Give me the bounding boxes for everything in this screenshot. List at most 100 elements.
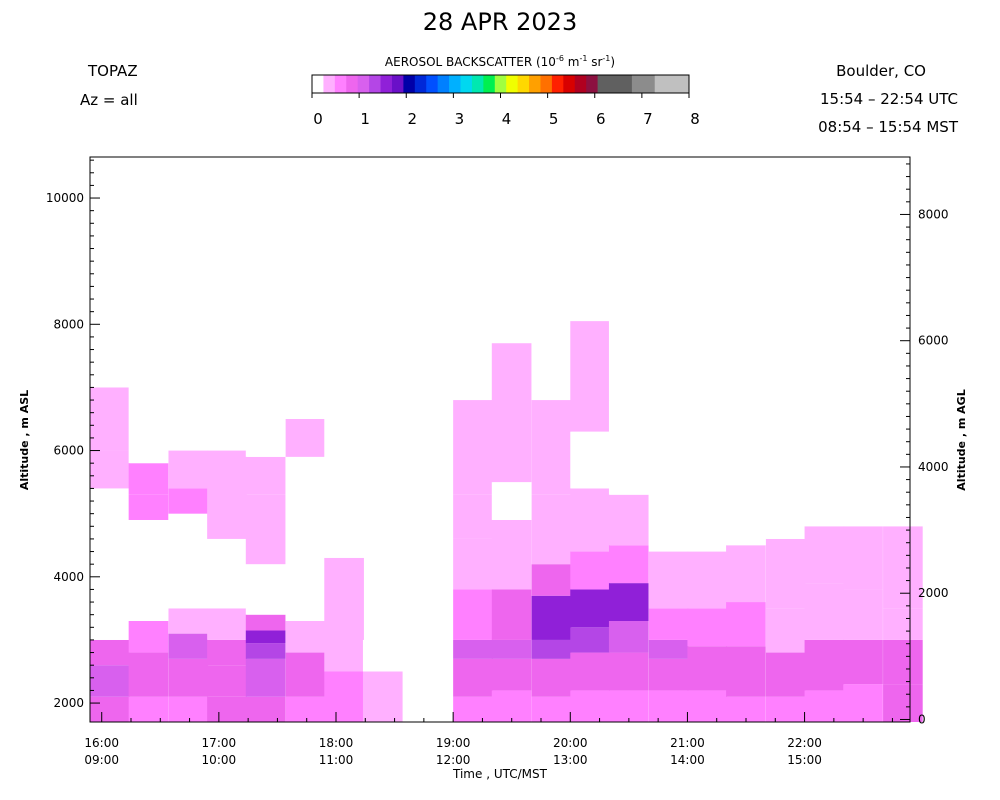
heatmap-cell [883, 608, 923, 640]
heatmap-cell [324, 620, 364, 672]
colorbar-swatch [574, 75, 587, 93]
colorbar-swatch [517, 75, 530, 93]
colorbar-swatch [403, 75, 416, 93]
colorbar-swatch [494, 75, 507, 93]
heatmap-cell [726, 545, 766, 603]
colorbar-swatch [620, 75, 633, 93]
colorbar-swatch [609, 75, 621, 93]
heatmap-cell [168, 696, 209, 722]
chart-title: 28 APR 2023 [422, 8, 578, 36]
heatmap-cell [207, 450, 247, 539]
colorbar-tick-label: 6 [596, 110, 606, 128]
heatmap-cell [765, 469, 806, 539]
heatmap-cell [90, 450, 130, 489]
heatmap-cell [608, 583, 649, 621]
heatmap-cell [883, 639, 923, 685]
heatmap-cell [648, 690, 689, 722]
heatmap-cell [128, 696, 169, 722]
heatmap-cell [726, 400, 766, 495]
colorbar: 0 1 2 3 4 5 6 7 8 [311, 74, 700, 128]
heatmap-cell [245, 630, 286, 644]
heatmap-cell [453, 696, 493, 722]
heatmap-cell [324, 349, 364, 394]
heatmap-cell [687, 349, 728, 438]
heatmap-cell [453, 589, 493, 640]
heatmap-cell [765, 696, 806, 722]
heatmap-cell [531, 333, 572, 401]
heatmap-cell [453, 658, 493, 697]
heatmap-cell [843, 526, 883, 590]
heatmap-cell [687, 551, 728, 609]
heatmap-cell [570, 551, 610, 590]
utc-time-range: 15:54 – 22:54 UTC [820, 90, 958, 108]
colorbar-swatch [540, 75, 553, 93]
heatmap-cell [207, 665, 247, 697]
heatmap-cell [168, 488, 209, 514]
heatmap-cell [245, 564, 286, 615]
y-axis-right-title: Altitude , m AGL [955, 389, 968, 490]
heatmap-cell [531, 494, 572, 565]
plot-frame [89, 156, 911, 723]
heatmap-cell [453, 400, 493, 495]
azimuth-label: Az = all [80, 91, 138, 109]
heatmap-cell [648, 482, 689, 552]
site-label: TOPAZ [88, 62, 138, 80]
colorbar-swatch [483, 75, 496, 93]
heatmap-cell [804, 406, 845, 527]
heatmap-cell [168, 307, 209, 451]
heatmap-cell [687, 646, 728, 691]
heatmap-cell [726, 273, 766, 401]
x-tick-label-mst: 11:00 [319, 753, 354, 767]
colorbar-swatch [449, 75, 462, 93]
heatmap-cell [883, 222, 923, 337]
heatmap-cell [726, 494, 766, 546]
heatmap-cell [285, 620, 326, 653]
colorbar-title: AEROSOL BACKSCATTER (10-6 m-1 sr-1) [384, 54, 616, 69]
heatmap-cell [362, 639, 403, 672]
heatmap-cell [804, 230, 845, 306]
heatmap-cell [245, 456, 286, 495]
x-tick-label-utc: 20:00 [553, 736, 588, 750]
location-label: Boulder, CO [836, 62, 926, 80]
heatmap-cell [168, 513, 209, 609]
heatmap-area [90, 222, 923, 722]
x-tick-label-utc: 22:00 [787, 736, 822, 750]
colorbar-swatch [631, 75, 644, 93]
heatmap-cell [608, 652, 649, 691]
heatmap-cell [128, 463, 169, 495]
heatmap-cell [128, 494, 169, 520]
colorbar-swatch [357, 75, 370, 93]
heatmap-cell [453, 639, 493, 659]
heatmap-cell [531, 564, 572, 596]
y-left-tick-label: 8000 [53, 317, 84, 331]
heatmap-cell [324, 393, 364, 558]
colorbar-swatch [597, 75, 610, 93]
colorbar-tick-label: 5 [549, 110, 559, 128]
heatmap-cell [570, 488, 610, 552]
heatmap-cell [491, 343, 532, 483]
heatmap-cell [207, 322, 247, 451]
heatmap-cell [765, 248, 806, 350]
heatmap-cell [648, 639, 689, 659]
colorbar-tick-label: 7 [643, 110, 653, 128]
heatmap-cell [90, 602, 130, 640]
mst-time-range: 08:54 – 15:54 MST [818, 118, 958, 136]
heatmap-cell [531, 400, 572, 495]
y-left-tick-label: 10000 [46, 191, 84, 205]
colorbar-tick-label: 1 [360, 110, 370, 128]
heatmap-cell [285, 696, 326, 722]
heatmap-cell [90, 532, 130, 603]
heatmap-cell [285, 418, 326, 457]
heatmap-cell [168, 658, 209, 697]
heatmap-cell [285, 545, 326, 621]
heatmap-cell [531, 658, 572, 697]
heatmap-cell [168, 633, 209, 659]
heatmap-cell [843, 226, 883, 325]
heatmap-cell [245, 614, 286, 631]
colorbar-tick-label: 2 [407, 110, 417, 128]
heatmap-cell [324, 557, 364, 621]
heatmap-cell [608, 690, 649, 722]
y-left-tick-label: 4000 [53, 570, 84, 584]
colorbar-swatch [654, 75, 667, 93]
heatmap-cell [570, 690, 610, 722]
